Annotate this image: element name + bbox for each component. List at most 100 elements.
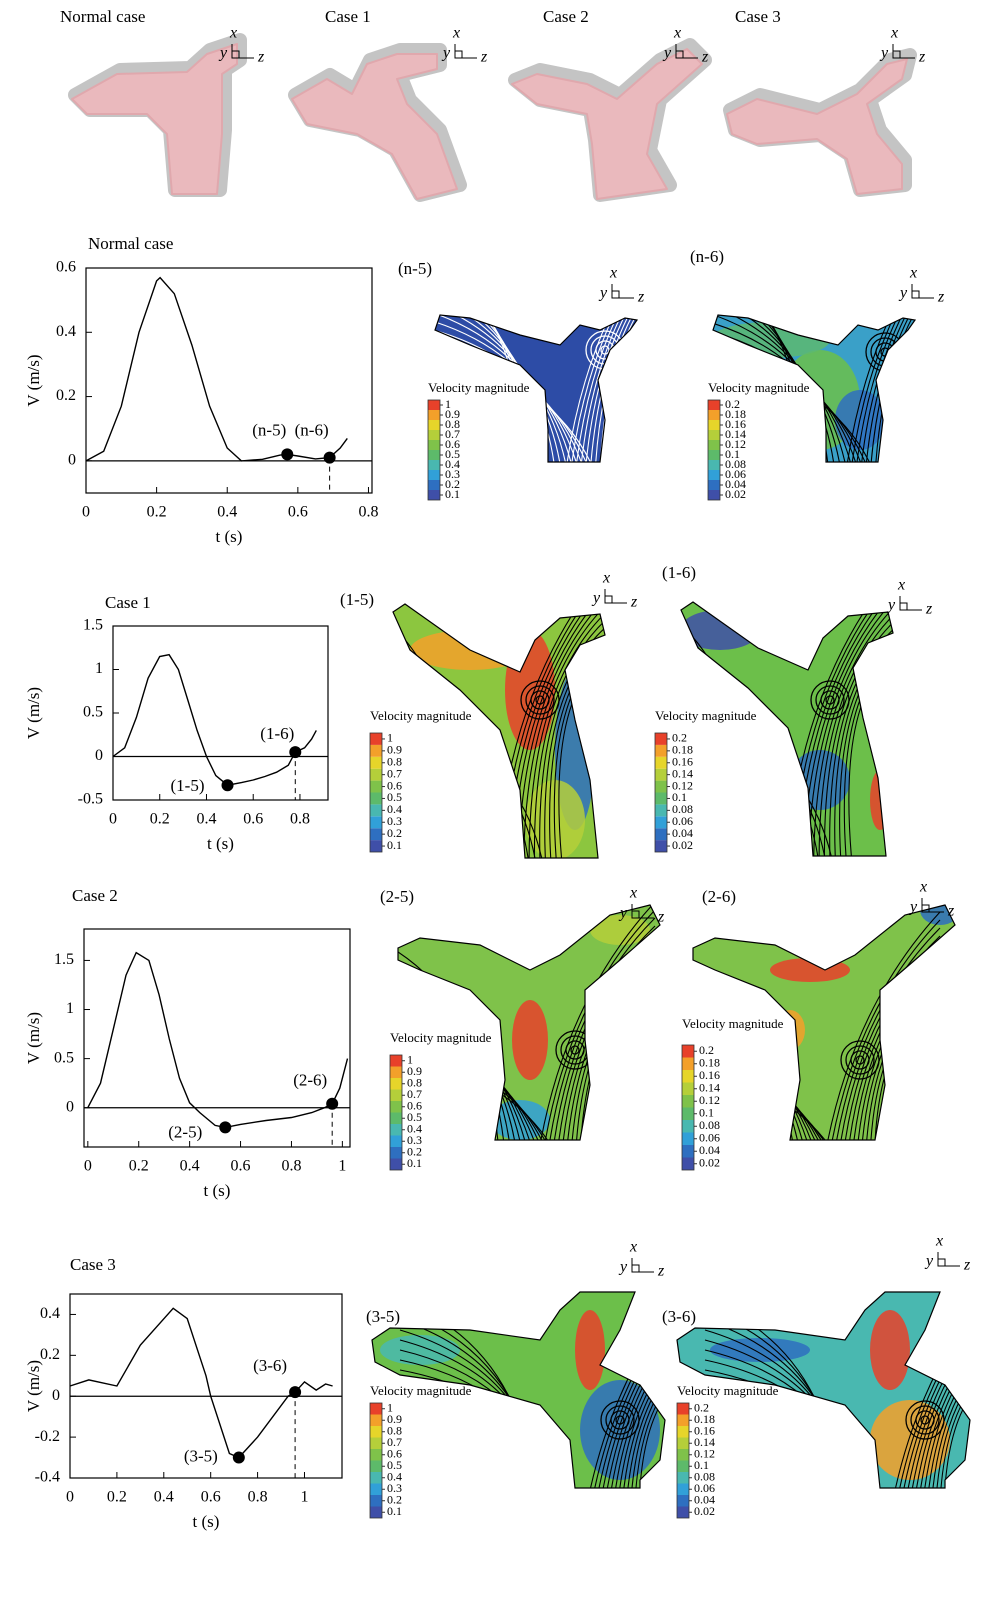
y-tick-label: 0 [95,747,103,764]
axis-triad: xy z [598,265,645,306]
colorbar-tick-label: 0.8 [387,1424,402,1438]
x-tick-label: 0.4 [196,811,216,828]
y-tick-label: 0.4 [40,1305,60,1322]
colorbar-band [390,1158,402,1170]
streamline [713,315,832,462]
triad-label: x [602,570,610,587]
streamline [624,1343,665,1488]
y-tick-label: 0.5 [83,704,103,721]
colorbar-band [390,1078,402,1090]
colorbar-tick-label: 0.3 [445,467,460,481]
velocity-region [870,1310,910,1390]
point-label: (n-5) [252,420,286,439]
time-marker [281,448,294,461]
colorbar-band [370,768,382,781]
flow-outline [692,904,956,1141]
colorbar-band [428,430,440,440]
panel-label: (2-5) [380,887,414,906]
axis-triad: xy z [924,1233,971,1274]
vessel-inner [71,43,238,195]
x-tick-label: 0.8 [281,1158,301,1175]
flow-outline [397,904,661,1141]
colorbar-tick-label: 0.16 [699,1068,720,1082]
colorbar-band [370,1506,382,1518]
y-tick-label: 0 [66,1098,74,1115]
x-axis-label: t (s) [216,527,243,546]
triad-label: z [657,909,665,926]
point-label: (2-5) [168,1122,202,1141]
colorbar-band [677,1506,689,1518]
colorbar-band [655,768,667,781]
curve [85,276,348,462]
vortex [855,1055,865,1065]
colorbar-tick-label: 0.9 [407,1064,422,1078]
colorbar-tick-label: 0.6 [387,778,402,792]
colorbar-tick-label: 0.1 [672,790,687,804]
triad-label: y [591,590,601,607]
colorbar-frame [389,1054,403,1171]
streamline [913,1319,970,1488]
triad-label: y [898,285,908,302]
colorbar-tick-label: 0.12 [694,1447,715,1461]
y-tick-label: -0.5 [78,791,103,808]
vortex [905,1400,945,1440]
streamline [918,1327,970,1488]
vortex [920,1415,930,1425]
colorbar-tick-label: 0.2 [387,826,402,840]
triad-label: z [918,49,926,66]
streamline [878,315,915,462]
streamline [623,315,637,462]
x-tick-label: 0.4 [180,1158,200,1175]
triad-box [892,50,901,59]
vortex [615,1415,625,1425]
colorbar-tick-label: 0.1 [387,1504,402,1518]
flow-outline [434,314,639,463]
axis-triad: xy z [879,25,926,66]
streamline [582,315,637,462]
vessel-inner [511,48,703,200]
colorbar-band [370,744,382,757]
colorbar-band [655,780,667,793]
triad-label: x [890,25,898,42]
streamline [813,911,941,1140]
y-axis-label: V (m/s) [24,1360,43,1412]
axis-triad: xy z [908,879,955,920]
streamline [593,997,656,1140]
x-tick-label: 0.8 [290,811,310,828]
point-label: (2-6) [293,1071,327,1090]
plot-frame [83,928,351,1148]
colorbar-band [677,1472,689,1484]
streamline [528,905,656,1140]
vortex [600,345,610,355]
colorbar-tick-label: 0.06 [725,467,746,481]
streamline [890,1292,970,1488]
colorbar-band [708,450,720,460]
triad-box [454,50,463,59]
colorbar-tick-label: 0.12 [699,1093,720,1107]
triad-label: x [673,25,681,42]
x-tick-label: 0.4 [217,504,237,521]
time-marker [221,779,234,792]
velocity-region [575,1310,605,1390]
triad-label: x [629,1239,637,1256]
triad-label: y [662,45,672,62]
y-tick-label: 0 [52,1387,60,1404]
x-axis-label: t (s) [193,1512,220,1531]
y-axis-label: V (m/s) [24,687,43,739]
axis-triad: xy z [898,265,945,306]
colorbar-band [370,816,382,829]
y-tick-label: 0.2 [40,1346,60,1363]
triad-label: x [897,577,905,594]
colorbar-frame [676,1402,690,1519]
triad-label: z [963,1257,971,1274]
y-tick-label: 0 [68,452,76,469]
curve [69,1307,333,1459]
streamline [889,315,915,462]
streamline [579,973,656,1140]
plot-frame [85,267,373,494]
chart-title: Normal case [88,234,173,253]
x-tick-label: 0.2 [147,504,167,521]
axis-triad: xy z [618,1239,665,1280]
colorbar-band [655,816,667,829]
streamline [604,315,637,462]
